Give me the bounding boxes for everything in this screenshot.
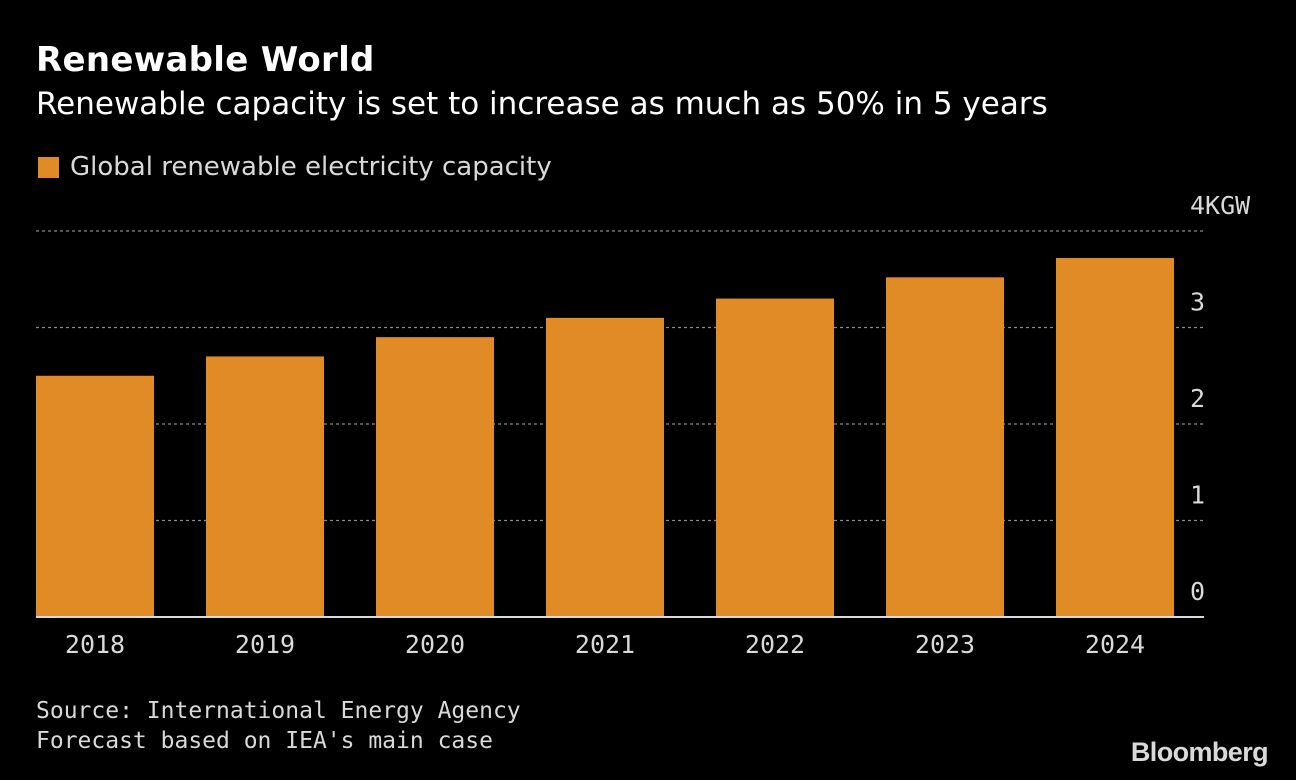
x-tick-label: 2020 xyxy=(405,630,465,659)
source-note: Source: International Energy Agency xyxy=(36,698,521,724)
y-tick-label: 0 xyxy=(1190,577,1205,606)
x-tick-label: 2019 xyxy=(235,630,295,659)
x-tick-label: 2021 xyxy=(575,630,635,659)
legend: Global renewable electricity capacity xyxy=(38,152,552,182)
y-axis-ticks: 0 1 2 3 4KGW xyxy=(1190,191,1251,606)
chart-title: Renewable World xyxy=(36,40,375,80)
bar-2024 xyxy=(1056,258,1174,617)
x-axis-ticks: 2018 2019 2020 2021 2022 2023 2024 xyxy=(65,630,1145,659)
bar-2021 xyxy=(546,317,664,617)
y-tick-label: 4KGW xyxy=(1190,191,1251,220)
chart-subtitle: Renewable capacity is set to increase as… xyxy=(36,86,1048,122)
y-tick-label: 1 xyxy=(1190,481,1205,510)
x-tick-label: 2023 xyxy=(915,630,975,659)
bar-2019 xyxy=(206,356,324,617)
bloomberg-logo: Bloomberg xyxy=(1130,737,1269,767)
bars xyxy=(36,258,1174,617)
bar-2020 xyxy=(376,337,494,617)
bar-2023 xyxy=(886,277,1004,617)
bar-2018 xyxy=(36,375,154,617)
legend-swatch xyxy=(38,156,59,178)
bar-2022 xyxy=(716,298,834,617)
y-tick-label: 3 xyxy=(1190,288,1205,317)
x-tick-label: 2022 xyxy=(745,630,805,659)
x-tick-label: 2018 xyxy=(65,630,125,659)
y-tick-label: 2 xyxy=(1190,384,1205,413)
forecast-note: Forecast based on IEA's main case xyxy=(36,728,493,754)
legend-label: Global renewable electricity capacity xyxy=(70,152,552,182)
x-tick-label: 2024 xyxy=(1085,630,1145,659)
